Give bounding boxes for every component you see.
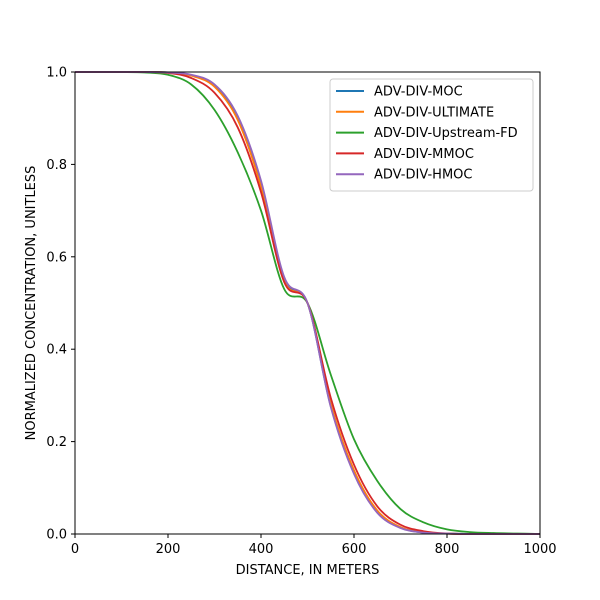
legend-label: ADV-DIV-MOC	[374, 85, 463, 100]
x-tick-label: 600	[342, 542, 367, 557]
legend-label: ADV-DIV-ULTIMATE	[374, 105, 494, 120]
y-axis-ticks: 0.0 0.2 0.4 0.6 0.8 1.0	[46, 66, 75, 543]
y-axis-label: NORMALIZED CONCENTRATION, UNITLESS	[24, 166, 39, 441]
x-tick-label: 1000	[523, 542, 556, 557]
x-tick-label: 0	[71, 542, 79, 557]
y-tick-label: 0.4	[46, 343, 67, 358]
x-axis-label: DISTANCE, IN METERS	[236, 563, 380, 578]
plot-frame	[74, 71, 541, 535]
legend-label: ADV-DIV-Upstream-FD	[374, 126, 518, 141]
legend-box	[329, 78, 534, 192]
y-tick-label: 0.2	[46, 435, 67, 450]
y-tick-label: 0.8	[46, 158, 67, 173]
legend: ADV-DIV-MOC ADV-DIV-ULTIMATE ADV-DIV-Upstr…	[329, 78, 534, 192]
x-tick-label: 400	[249, 542, 274, 557]
x-tick-label: 800	[435, 542, 460, 557]
x-tick-label: 200	[156, 542, 181, 557]
x-axis-ticks: 0 200 400 600 800 1000	[71, 534, 557, 557]
legend-label: ADV-DIV-MMOC	[374, 147, 474, 162]
y-tick-label: 0.6	[46, 250, 67, 265]
y-tick-label: 1.0	[46, 66, 67, 81]
y-tick-label: 0.0	[46, 528, 67, 543]
legend-label: ADV-DIV-HMOC	[374, 168, 472, 183]
